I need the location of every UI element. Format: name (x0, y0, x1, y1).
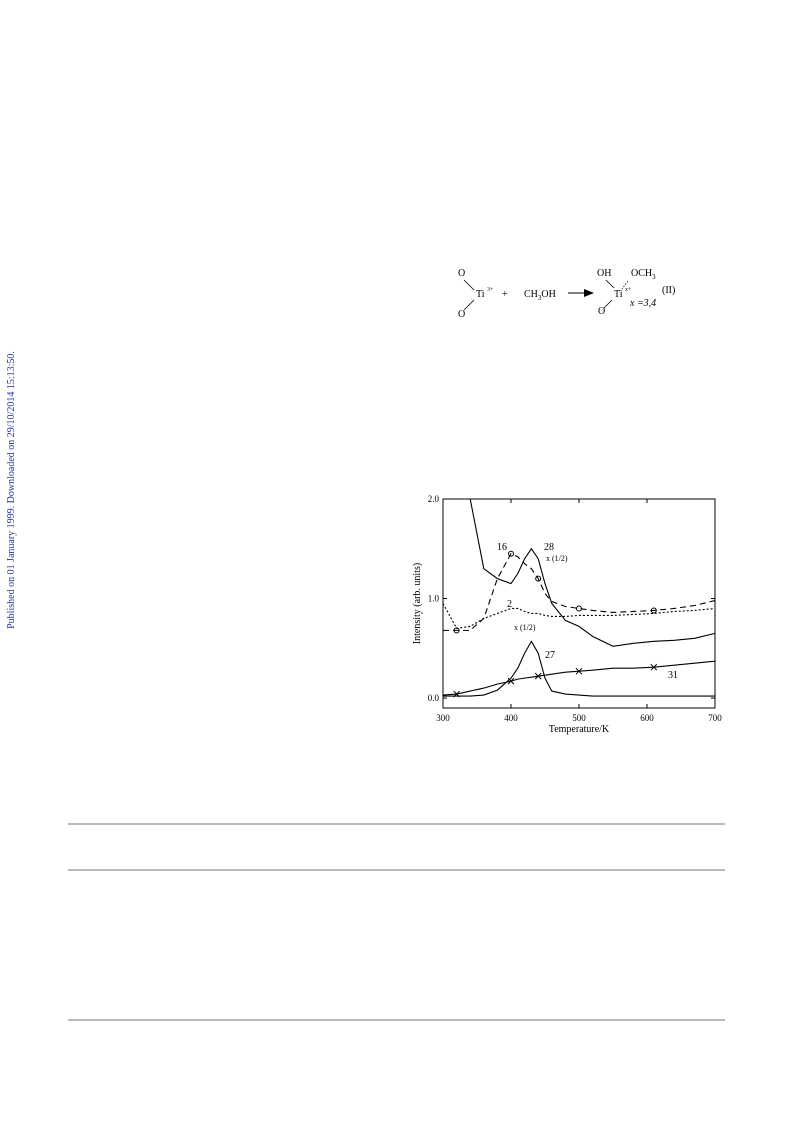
series-line (469, 499, 715, 647)
marker (650, 663, 658, 671)
side-note: Published on 01 January 1999. Downloaded… (6, 351, 17, 629)
series-line (443, 603, 715, 629)
marker (650, 607, 657, 614)
x-tick-label: 300 (436, 713, 450, 723)
x-tick-label: 400 (504, 713, 518, 723)
marker (508, 550, 514, 557)
marker (576, 605, 582, 612)
product-och: OCH3 (631, 268, 656, 281)
y-tick-label: 0.0 (428, 693, 440, 703)
marker (534, 672, 542, 680)
reagent: CH3OH (524, 289, 556, 302)
equation: O Ti 3+ O + CH3OH OH OCH3 Ti x+ (II) O x… (458, 268, 675, 320)
product-charge: x+ (625, 287, 632, 293)
marker (453, 690, 460, 698)
curve-label: 28 (544, 542, 554, 553)
plus: + (502, 289, 508, 300)
x-tick-label: 600 (640, 713, 654, 723)
marker (507, 677, 515, 685)
x-tick-label: 500 (572, 713, 586, 723)
curve-label: 2 (507, 599, 512, 610)
plot-area (443, 499, 715, 698)
y-tick-label: 2.0 (428, 494, 440, 504)
x-tick-label: 700 (708, 713, 722, 723)
annotation: x (1/2) (546, 554, 568, 563)
product-o: O (598, 306, 605, 317)
reactant-o: O (458, 268, 465, 279)
equation-label: (II) (662, 285, 675, 296)
reactant-o: O (458, 309, 465, 320)
marker (535, 575, 542, 582)
reactant-charge: 3+ (487, 287, 494, 293)
product-ti: Ti (614, 289, 623, 300)
x-axis-title: Temperature/K (549, 724, 610, 735)
series-line (443, 640, 715, 697)
equation-note: x =3,4 (629, 298, 656, 309)
curve-label: 16 (497, 542, 507, 553)
curve-label: 27 (545, 650, 555, 661)
reactant-ti: Ti (476, 289, 485, 300)
y-tick-label: 1.0 (428, 594, 440, 604)
series-line (443, 660, 715, 696)
marker (575, 667, 583, 675)
product-oh: OH (597, 268, 611, 279)
annotation: x (1/2) (514, 623, 536, 632)
curve-label: 31 (668, 670, 678, 681)
y-axis-title: Intensity (arb. units) (412, 563, 423, 644)
chart: 300 400 500 600 700 0.0 1.0 2.0 Temperature/K Int… (412, 494, 722, 735)
